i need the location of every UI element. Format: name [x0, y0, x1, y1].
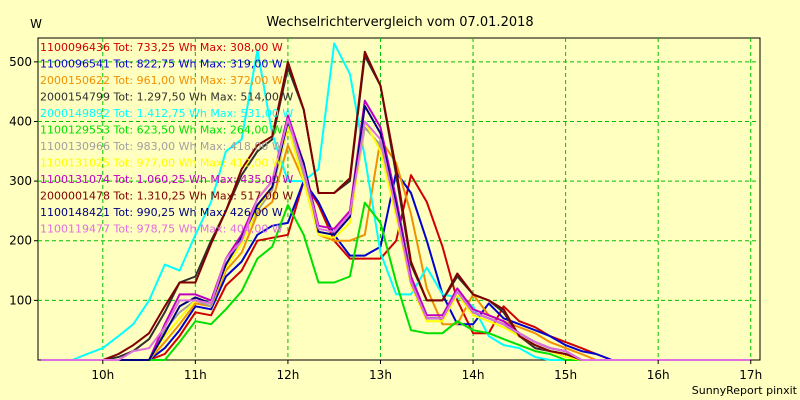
y-tick-label: 200 — [9, 234, 32, 248]
legend-entry-2000149892: 2000149892 Tot: 1.412,75 Wh Max: 531,00 … — [40, 107, 293, 120]
x-tick-label: 15h — [554, 368, 577, 382]
x-tick-label: 13h — [369, 368, 392, 382]
legend-entry-2000001478: 2000001478 Tot: 1.310,25 Wh Max: 517,00 … — [40, 190, 293, 203]
x-tick-label: 11h — [184, 368, 207, 382]
chart-title: Wechselrichtervergleich vom 07.01.2018 — [266, 15, 533, 30]
x-tick-label: 12h — [276, 368, 299, 382]
series-lines — [40, 42, 751, 361]
legend-entry-1100096436: 1100096436 Tot: 733,25 Wh Max: 308,00 W — [40, 41, 283, 54]
y-axis-label: W — [30, 17, 42, 31]
x-axis-ticks: 10h 11h 12h 13h 14h 15h 16h 17h — [91, 360, 762, 382]
legend-entry-1100131074: 1100131074 Tot: 1.060,25 Wh Max: 435,00 … — [40, 173, 293, 186]
y-tick-label: 400 — [9, 114, 32, 128]
plot-area — [37, 37, 761, 361]
x-tick-label: 17h — [739, 368, 762, 382]
legend-entry-1100119477: 1100119477 Tot: 978,75 Wh Max: 404,00 W — [40, 223, 283, 236]
x-tick-label: 16h — [647, 368, 670, 382]
y-axis-ticks: 100 200 300 400 500 — [9, 55, 38, 307]
y-tick-label: 300 — [9, 174, 32, 188]
legend: 1100096436 Tot: 733,25 Wh Max: 308,00 W 1… — [40, 41, 293, 236]
legend-entry-1100096541: 1100096541 Tot: 822,75 Wh Max: 319,00 W — [40, 58, 283, 71]
legend-entry-1100129553: 1100129553 Tot: 623,50 Wh Max: 264,00 W — [40, 124, 283, 137]
x-tick-label: 10h — [91, 368, 114, 382]
footer-credit: SunnyReport pinxit — [692, 384, 798, 397]
legend-entry-1100148421: 1100148421 Tot: 990,25 Wh Max: 426,00 W — [40, 206, 283, 219]
legend-entry-1100131025: 1100131025 Tot: 977,00 Wh Max: 412,00 W — [40, 157, 283, 170]
x-tick-label: 14h — [462, 368, 485, 382]
legend-entry-2000150622: 2000150622 Tot: 961,00 Wh Max: 372,00 W — [40, 74, 283, 87]
legend-entry-2000154799: 2000154799 Tot: 1.297,50 Wh Max: 514,00 … — [40, 91, 293, 104]
y-tick-label: 100 — [9, 293, 32, 307]
legend-entry-1100130966: 1100130966 Tot: 983,00 Wh Max: 418,00 W — [40, 140, 283, 153]
y-tick-label: 500 — [9, 55, 32, 69]
series-line-1100119477 — [40, 118, 751, 361]
